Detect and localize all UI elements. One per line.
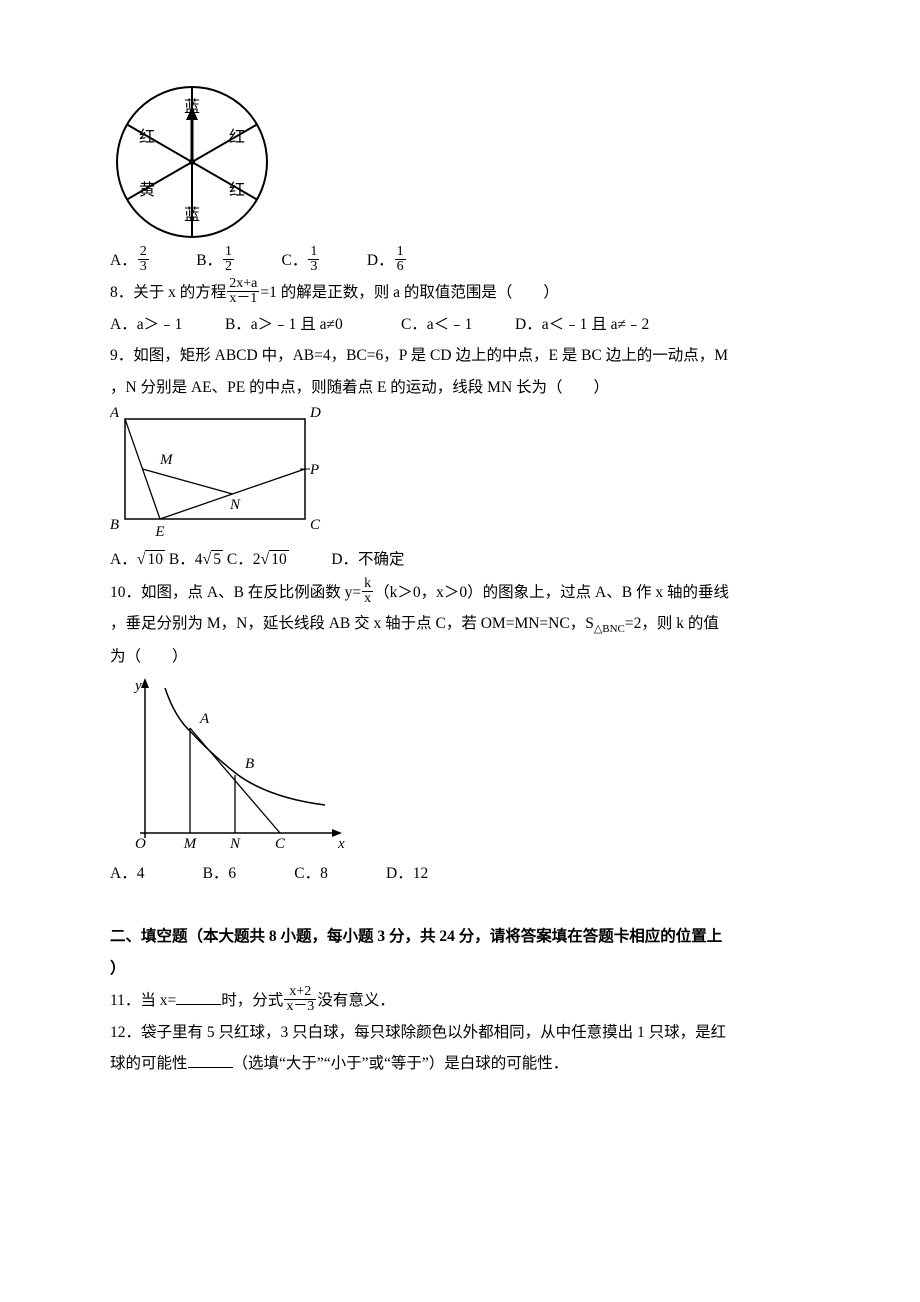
- spinner-label-ul: 红: [139, 128, 155, 146]
- svg-text:E: E: [154, 524, 164, 540]
- spinner-label-top: 蓝: [184, 98, 200, 116]
- spinner-label-lr: 红: [229, 181, 245, 199]
- svg-text:C: C: [310, 517, 321, 533]
- q9-options: A．10 B．45 C．210 D．不确定: [110, 544, 810, 577]
- q10-options: A．4 B．6 C．8 D．12: [110, 858, 810, 890]
- q12-l1: 12．袋子里有 5 只红球，3 只白球，每只球除颜色以外都相同，从中任意摸出 1…: [110, 1017, 810, 1049]
- svg-text:B: B: [245, 756, 254, 772]
- q8-stem: 8．关于 x 的方程2x+ax－1=1 的解是正数，则 a 的取值范围是（ ）: [110, 277, 810, 309]
- svg-text:M: M: [159, 452, 174, 468]
- q10-line1: 10．如图，点 A、B 在反比例函数 y=kx（k＞0，x＞0）的图象上，过点 …: [110, 577, 810, 609]
- q11: 11．当 x=时，分式x+2x－3没有意义．: [110, 985, 810, 1017]
- svg-text:N: N: [229, 497, 241, 513]
- q7-options: A．23 B．12 C．13 D．16: [110, 245, 810, 277]
- spinner-label-bottom: 蓝: [184, 206, 200, 224]
- spinner-label-ll: 黄: [139, 181, 155, 199]
- q7-spinner-figure: 蓝 红 红 蓝 黄 红: [110, 80, 810, 245]
- svg-text:O: O: [135, 836, 146, 852]
- section2-title-l2: ）: [110, 953, 810, 985]
- q9-line1: 9．如图，矩形 ABCD 中，AB=4，BC=6，P 是 CD 边上的中点，E …: [110, 340, 810, 372]
- svg-text:A: A: [199, 711, 210, 727]
- svg-text:D: D: [309, 405, 321, 421]
- section2-title-l1: 二、填空题（本大题共 8 小题，每小题 3 分，共 24 分，请将答案填在答题卡…: [110, 921, 810, 953]
- q8-options: A．a＞﹣1 B．a＞﹣1 且 a≠0 C．a＜﹣1 D．a＜﹣1 且 a≠﹣2: [110, 309, 810, 341]
- q12-blank: [188, 1053, 233, 1068]
- q11-blank: [176, 990, 221, 1005]
- q12-l2: 球的可能性（选填“大于”“小于”或“等于”）是白球的可能性．: [110, 1048, 810, 1080]
- svg-text:A: A: [110, 405, 120, 421]
- q10-line2: ，垂足分别为 M，N，延长线段 AB 交 x 轴于点 C，若 OM=MN=NC，…: [110, 608, 810, 641]
- q10-figure: y x O M N C A B: [110, 673, 810, 858]
- svg-text:x: x: [337, 836, 345, 852]
- q9-figure: A D P C B E M N: [110, 404, 810, 544]
- svg-text:M: M: [183, 836, 198, 852]
- svg-text:y: y: [133, 678, 142, 694]
- q10-line3: 为（ ）: [110, 641, 810, 673]
- svg-text:B: B: [110, 517, 119, 533]
- svg-text:P: P: [309, 462, 319, 478]
- spinner-label-ur: 红: [229, 128, 245, 146]
- q9-line2: ，N 分别是 AE、PE 的中点，则随着点 E 的运动，线段 MN 长为（ ）: [110, 372, 810, 404]
- svg-text:N: N: [229, 836, 241, 852]
- spacer: [110, 890, 810, 922]
- svg-text:C: C: [275, 836, 286, 852]
